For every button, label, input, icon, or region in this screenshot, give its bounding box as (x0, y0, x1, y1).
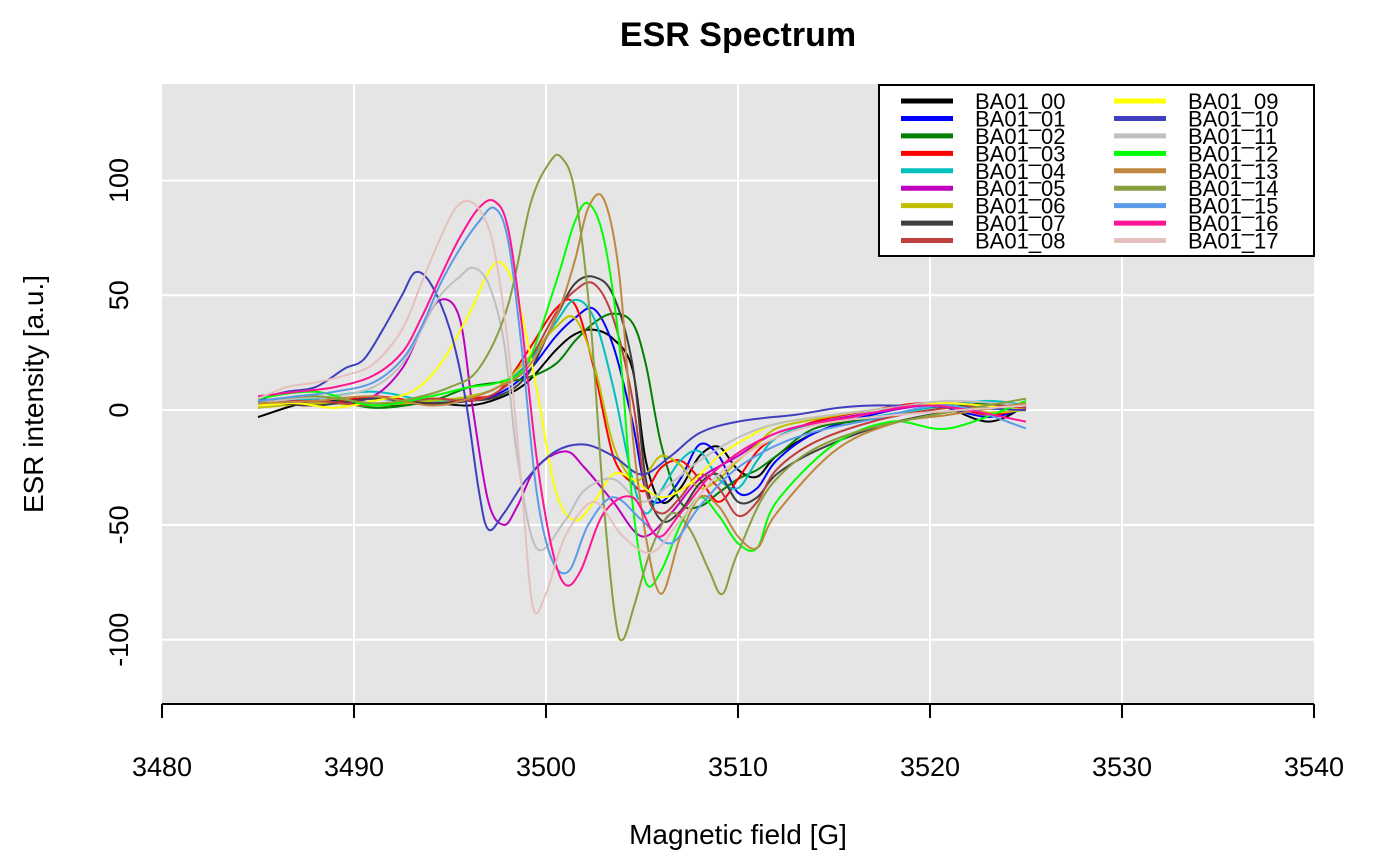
legend-entry-8: BA01_08 (975, 229, 1066, 254)
series-line-ba01-11 (257, 266, 1027, 552)
series-line-ba01-15 (257, 206, 1027, 575)
y-axis: -100 -50 0 50 100 (104, 158, 134, 667)
legend-entry-1: BA01_01 (975, 106, 1066, 131)
legend-entry-2: BA01_02 (975, 124, 1066, 149)
legend-entry-4: BA01_04 (975, 159, 1066, 184)
legend-entry-14: BA01_14 (1188, 176, 1279, 201)
legend-entry-7: BA01_07 (975, 211, 1066, 236)
series-line-ba01-10 (257, 270, 1027, 532)
legend-entry-16: BA01_16 (1188, 211, 1279, 236)
legend-entry-0: BA01_00 (975, 89, 1066, 114)
legend-entry-13: BA01_13 (1188, 159, 1279, 184)
x-tick-label-3: 3510 (708, 752, 768, 782)
legend-entry-12: BA01_12 (1188, 141, 1279, 166)
series-line-ba01-17 (257, 199, 1027, 615)
chart-title: ESR Spectrum (620, 16, 856, 54)
legend-entry-17: BA01_17 (1188, 229, 1279, 254)
y-tick-label-4: 100 (104, 158, 134, 203)
x-tick-label-4: 3520 (900, 752, 960, 782)
y-tick-label-2: 0 (104, 403, 134, 418)
x-tick-label-0: 3480 (132, 752, 192, 782)
x-tick-label-5: 3530 (1092, 752, 1152, 782)
series-lines (257, 153, 1027, 642)
legend: BA01_00BA01_01BA01_02BA01_03BA01_04BA01_… (878, 84, 1315, 257)
x-axis-label: Magnetic field [G] (629, 819, 847, 850)
y-tick-label-0: -100 (104, 613, 134, 667)
legend-entry-5: BA01_05 (975, 176, 1066, 201)
legend-entry-11: BA01_11 (1188, 124, 1277, 149)
legend-entry-3: BA01_03 (975, 141, 1066, 166)
x-axis: 3480 3490 3500 3510 3520 3530 3540 (132, 703, 1344, 782)
legend-entry-10: BA01_10 (1188, 106, 1279, 131)
series-line-ba01-16 (257, 199, 1027, 587)
x-tick-label-1: 3490 (324, 752, 384, 782)
series-line-ba01-12 (257, 201, 1027, 588)
y-axis-label: ESR intensity [a.u.] (18, 275, 49, 513)
y-tick-label-1: -50 (104, 505, 134, 544)
legend-entry-6: BA01_06 (975, 194, 1066, 219)
legend-entry-15: BA01_15 (1188, 194, 1279, 219)
legend-entry-9: BA01_09 (1188, 89, 1279, 114)
x-tick-label-2: 3500 (516, 752, 576, 782)
x-tick-label-6: 3540 (1284, 752, 1344, 782)
series-line-ba01-13 (257, 193, 1027, 595)
series-line-ba01-08 (257, 281, 1027, 518)
y-tick-label-3: 50 (104, 280, 134, 310)
